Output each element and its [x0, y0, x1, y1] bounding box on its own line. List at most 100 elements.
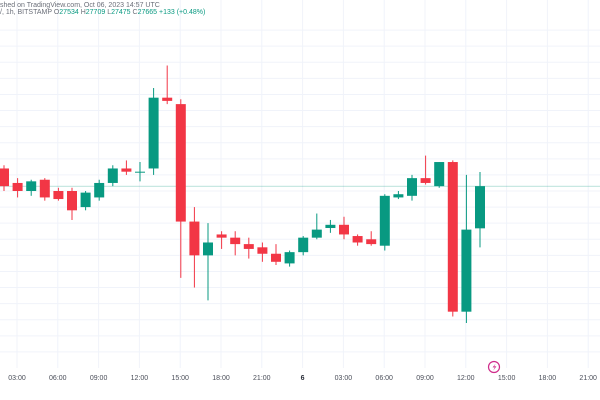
candle: [148, 88, 159, 175]
candle-body: [284, 252, 295, 264]
grid: [0, 0, 600, 368]
x-tick-label: 18:00: [212, 375, 230, 382]
open-value: 27534: [59, 9, 79, 16]
x-tick-label: 21:00: [579, 375, 597, 382]
candle-body: [135, 171, 145, 173]
candle: [94, 179, 105, 201]
candles: [0, 65, 485, 323]
candle-body: [26, 181, 37, 191]
candle-body: [175, 104, 186, 222]
candle-body: [393, 194, 404, 198]
candle: [352, 234, 363, 246]
x-tick-label: 03:00: [335, 375, 353, 382]
candle: [257, 242, 268, 262]
candle-body: [39, 179, 50, 198]
candle-body: [420, 178, 431, 183]
candle-body: [216, 234, 227, 238]
candle-body: [94, 182, 105, 198]
candle: [379, 194, 390, 251]
candle: [216, 231, 227, 249]
candle: [121, 160, 132, 175]
candle-body: [434, 162, 445, 187]
candle-body: [121, 168, 132, 172]
low-key: L: [107, 9, 112, 16]
candle-body: [461, 229, 472, 312]
candle-body: [352, 236, 363, 243]
close-value: 27665: [137, 9, 158, 16]
candle-body: [379, 195, 390, 246]
candle-body: [447, 162, 458, 312]
candle-body: [257, 247, 268, 254]
candle: [135, 162, 145, 182]
candle: [325, 219, 336, 233]
candle: [461, 174, 472, 323]
x-tick-label: 06:00: [375, 375, 393, 382]
candle: [393, 191, 404, 200]
candle: [243, 237, 254, 259]
candle: [107, 165, 118, 187]
candle: [447, 160, 458, 317]
candle: [80, 191, 91, 211]
candle-body: [298, 237, 309, 253]
published-line: shed on TradingView.com, Oct 06, 2023 14…: [0, 2, 160, 9]
change-value: +133 (+0.48%): [159, 9, 206, 16]
candle-body: [271, 253, 281, 262]
symbol-ohlc-line: /, 1h, BITSTAMP O27534 H27709 L27475 C27…: [0, 9, 205, 16]
candle: [366, 231, 377, 246]
close-key: C: [132, 9, 138, 16]
chart-header: shed on TradingView.com, Oct 06, 2023 14…: [0, 2, 205, 16]
candle-body: [366, 239, 377, 245]
x-tick-label: 03:00: [8, 375, 26, 382]
x-tick-label: 06:00: [49, 375, 67, 382]
candle-body: [0, 168, 9, 187]
x-tick-label: 12:00: [131, 375, 149, 382]
low-value: 27475: [111, 9, 131, 16]
candle-body: [475, 186, 485, 229]
x-tick-label: 15:00: [171, 375, 189, 382]
candle-body: [148, 97, 159, 169]
x-tick-label: 18:00: [539, 375, 557, 382]
candle: [420, 155, 431, 185]
candle: [311, 213, 322, 240]
candle-body: [230, 237, 241, 245]
high-key: H: [80, 9, 86, 16]
candle-body: [203, 242, 213, 256]
candle: [407, 174, 417, 201]
candle-body: [311, 229, 322, 238]
x-tick-label: 12:00: [457, 375, 475, 382]
candle: [12, 178, 23, 198]
candle: [26, 179, 37, 196]
candle: [284, 250, 295, 267]
candle: [189, 207, 200, 288]
candle: [39, 178, 50, 201]
candle: [475, 172, 485, 248]
candle-body: [189, 221, 200, 256]
open-key: O: [53, 9, 60, 16]
candle: [67, 187, 77, 220]
candle: [162, 65, 173, 105]
candle: [298, 236, 309, 256]
tradingview-logo-icon: [487, 360, 501, 374]
candle-body: [107, 168, 118, 183]
candle-body: [407, 178, 417, 196]
candle: [339, 216, 349, 240]
candle-body: [339, 224, 349, 235]
x-tick-label: 15:00: [498, 375, 516, 382]
x-tick-label: 09:00: [90, 375, 108, 382]
x-axis: 03:00 06:00 09:00 12:00 15:00 18:00 21:00 6 03:0…: [8, 375, 597, 382]
candle-body: [80, 192, 91, 208]
candle-body: [12, 182, 23, 191]
candle-body: [53, 191, 64, 200]
symbol-interval-exchange: /, 1h, BITSTAMP: [0, 9, 52, 16]
candle: [203, 223, 213, 301]
candle-body: [243, 244, 254, 249]
x-tick-label: 6: [301, 375, 305, 382]
candle: [175, 99, 186, 278]
high-value: 27709: [85, 9, 106, 16]
candle: [230, 231, 241, 256]
candle: [0, 165, 9, 191]
x-tick-label: 09:00: [416, 375, 434, 382]
candle-body: [162, 97, 173, 101]
x-tick-label: 21:00: [253, 375, 271, 382]
